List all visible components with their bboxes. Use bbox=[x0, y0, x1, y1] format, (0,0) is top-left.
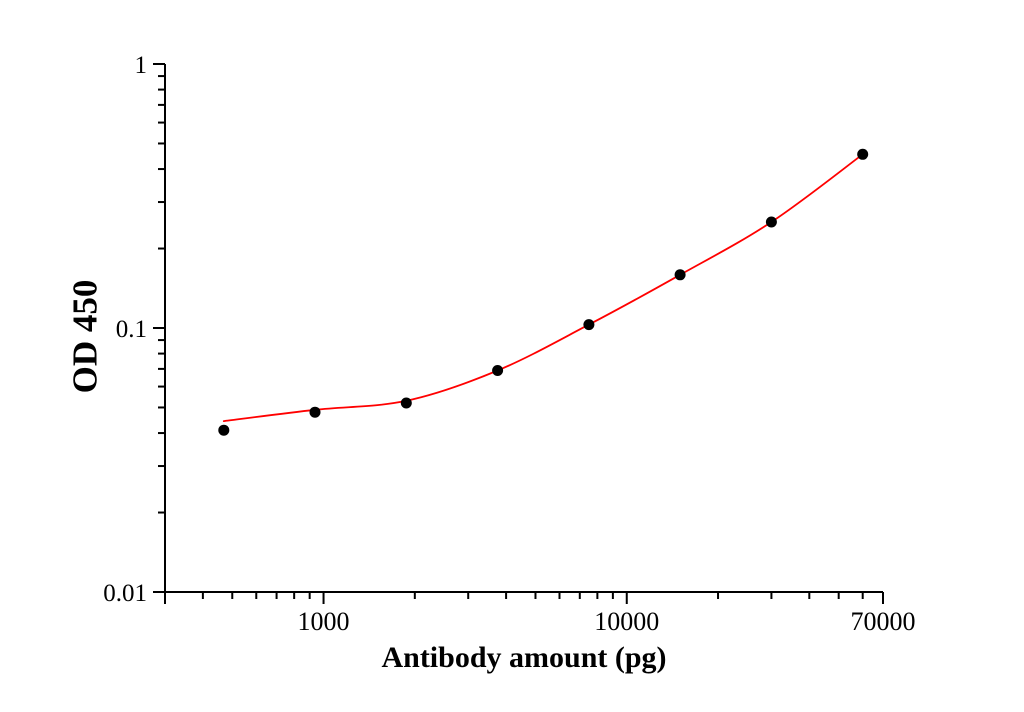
axis-spines bbox=[164, 64, 883, 593]
data-point-marker bbox=[583, 319, 595, 331]
data-point-marker bbox=[218, 424, 230, 436]
x-axis-title: Antibody amount (pg) bbox=[381, 641, 667, 674]
y-axis-title: OD 450 bbox=[65, 279, 105, 394]
x-tick-label: 1000 bbox=[298, 607, 350, 636]
y-tick-label: 0.01 bbox=[103, 580, 147, 607]
data-point-marker bbox=[674, 269, 686, 281]
data-point-marker bbox=[492, 365, 504, 376]
y-tick-label: 0.1 bbox=[116, 316, 147, 343]
x-tick-label: 70000 bbox=[851, 607, 916, 636]
data-point-marker bbox=[857, 148, 869, 160]
data-point-marker bbox=[309, 406, 321, 418]
data-point-marker bbox=[765, 216, 777, 228]
fit-curve bbox=[222, 153, 864, 422]
data-point-marker bbox=[400, 397, 412, 409]
x-tick-label: 10000 bbox=[594, 607, 659, 636]
y-tick-label: 1 bbox=[135, 52, 148, 79]
